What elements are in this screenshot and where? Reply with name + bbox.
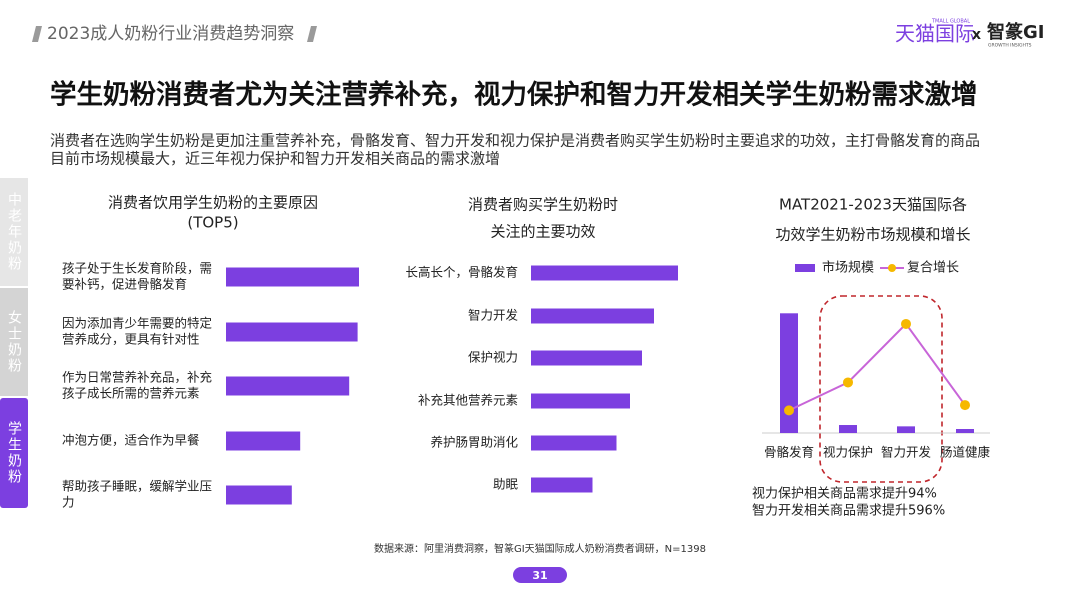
- bar: [897, 426, 915, 433]
- bar: [531, 477, 593, 493]
- tab-label[interactable]: 女士奶粉: [6, 309, 22, 374]
- annotation: 视力保护相关商品需求提升94%: [752, 486, 937, 502]
- chart-title: 功效学生奶粉市场规模和增长: [775, 226, 970, 244]
- bar: [531, 435, 617, 451]
- bar: [226, 431, 301, 451]
- tab-label[interactable]: 中老年奶粉: [6, 192, 22, 272]
- chart-title: MAT2021-2023天猫国际各: [779, 196, 967, 214]
- category-label: 孩子成长所需的营养元素: [62, 386, 200, 401]
- category-label: 智力开发: [468, 308, 519, 323]
- report-name: 2023成人奶粉行业消费趋势洞察: [47, 24, 294, 44]
- category-label: 助眠: [493, 477, 519, 492]
- tab-label[interactable]: 学生奶粉: [6, 421, 22, 485]
- x-tick-label: 肠道健康: [940, 445, 991, 460]
- highlight-box: [819, 295, 943, 483]
- legend-marker: [888, 264, 896, 272]
- category-label: 补充其他营养元素: [418, 393, 518, 408]
- logo-small: TMALL GLOBAL: [931, 19, 970, 25]
- legend-label: 复合增长: [907, 261, 959, 276]
- bar: [780, 313, 798, 433]
- line: [788, 322, 966, 412]
- bar: [839, 425, 857, 433]
- x-tick-label: 骨骼发育: [764, 445, 814, 460]
- page-pill: [513, 567, 567, 583]
- category-label: 帮助孩子睡眠，缓解学业压: [62, 479, 212, 494]
- category-label: 孩子处于生长发育阶段，需: [62, 261, 212, 276]
- category-label: 冲泡方便，适合作为早餐: [62, 433, 200, 448]
- tab[interactable]: [0, 178, 28, 286]
- x-tick-label: 视力保护: [823, 445, 873, 460]
- legend-label: 市场规模: [822, 260, 874, 276]
- category-label: 养护肠胃助消化: [430, 435, 518, 450]
- subtitle: 消费者在选购学生奶粉是更加注重营养补充，骨骼发育、智力开发和视力保护是消费者购买…: [50, 132, 980, 150]
- header-deco: [307, 26, 317, 42]
- bar: [226, 267, 359, 287]
- tab[interactable]: [0, 288, 28, 396]
- chart-title: 消费者饮用学生奶粉的主要原因: [108, 194, 318, 212]
- bar: [531, 393, 630, 409]
- point: [960, 400, 970, 411]
- x-tick-label: 智力开发: [881, 445, 932, 460]
- bar: [531, 265, 678, 281]
- chart-title: 关注的主要功效: [490, 223, 595, 241]
- point: [784, 405, 794, 416]
- bar: [226, 376, 350, 396]
- category-label: 要补钙，促进骨骼发育: [62, 277, 187, 292]
- header-deco: [32, 26, 42, 42]
- annotation: 智力开发相关商品需求提升596%: [752, 503, 945, 519]
- bar: [531, 308, 654, 324]
- logo-small: GROWTH INSIGHTS: [988, 43, 1032, 49]
- bar: [226, 485, 292, 505]
- category-label: 因为添加青少年需要的特定: [62, 316, 212, 331]
- chart-title: 消费者购买学生奶粉时: [468, 196, 618, 214]
- category-label: 保护视力: [468, 350, 518, 365]
- point: [843, 377, 853, 388]
- logo-partner: 智篆GI: [987, 21, 1044, 43]
- chart-title: (TOP5): [187, 214, 238, 232]
- subtitle: 目前市场规模最大，近三年视力保护和智力开发相关商品的需求激增: [50, 150, 500, 168]
- point: [901, 318, 911, 329]
- category-label: 作为日常营养补充品，补充: [62, 370, 212, 385]
- category-label: 力: [62, 495, 75, 510]
- source: 数据来源：阿里消费洞察，智篆GI天猫国际成人奶粉消费者调研，N=1398: [374, 542, 706, 555]
- page-number: 31: [532, 569, 547, 582]
- bar: [226, 322, 358, 342]
- category-label: 营养成分，更具有针对性: [62, 332, 200, 347]
- legend-swatch: [795, 264, 815, 272]
- tab-active[interactable]: [0, 398, 28, 508]
- bar: [956, 429, 974, 433]
- title: 学生奶粉消费者尤为关注营养补充，视力保护和智力开发相关学生奶粉需求激增: [50, 80, 978, 111]
- logo-x: x: [972, 27, 981, 43]
- logo-main: 天猫国际: [895, 22, 975, 46]
- category-label: 长高长个，骨骼发育: [405, 265, 518, 280]
- bar: [531, 350, 642, 366]
